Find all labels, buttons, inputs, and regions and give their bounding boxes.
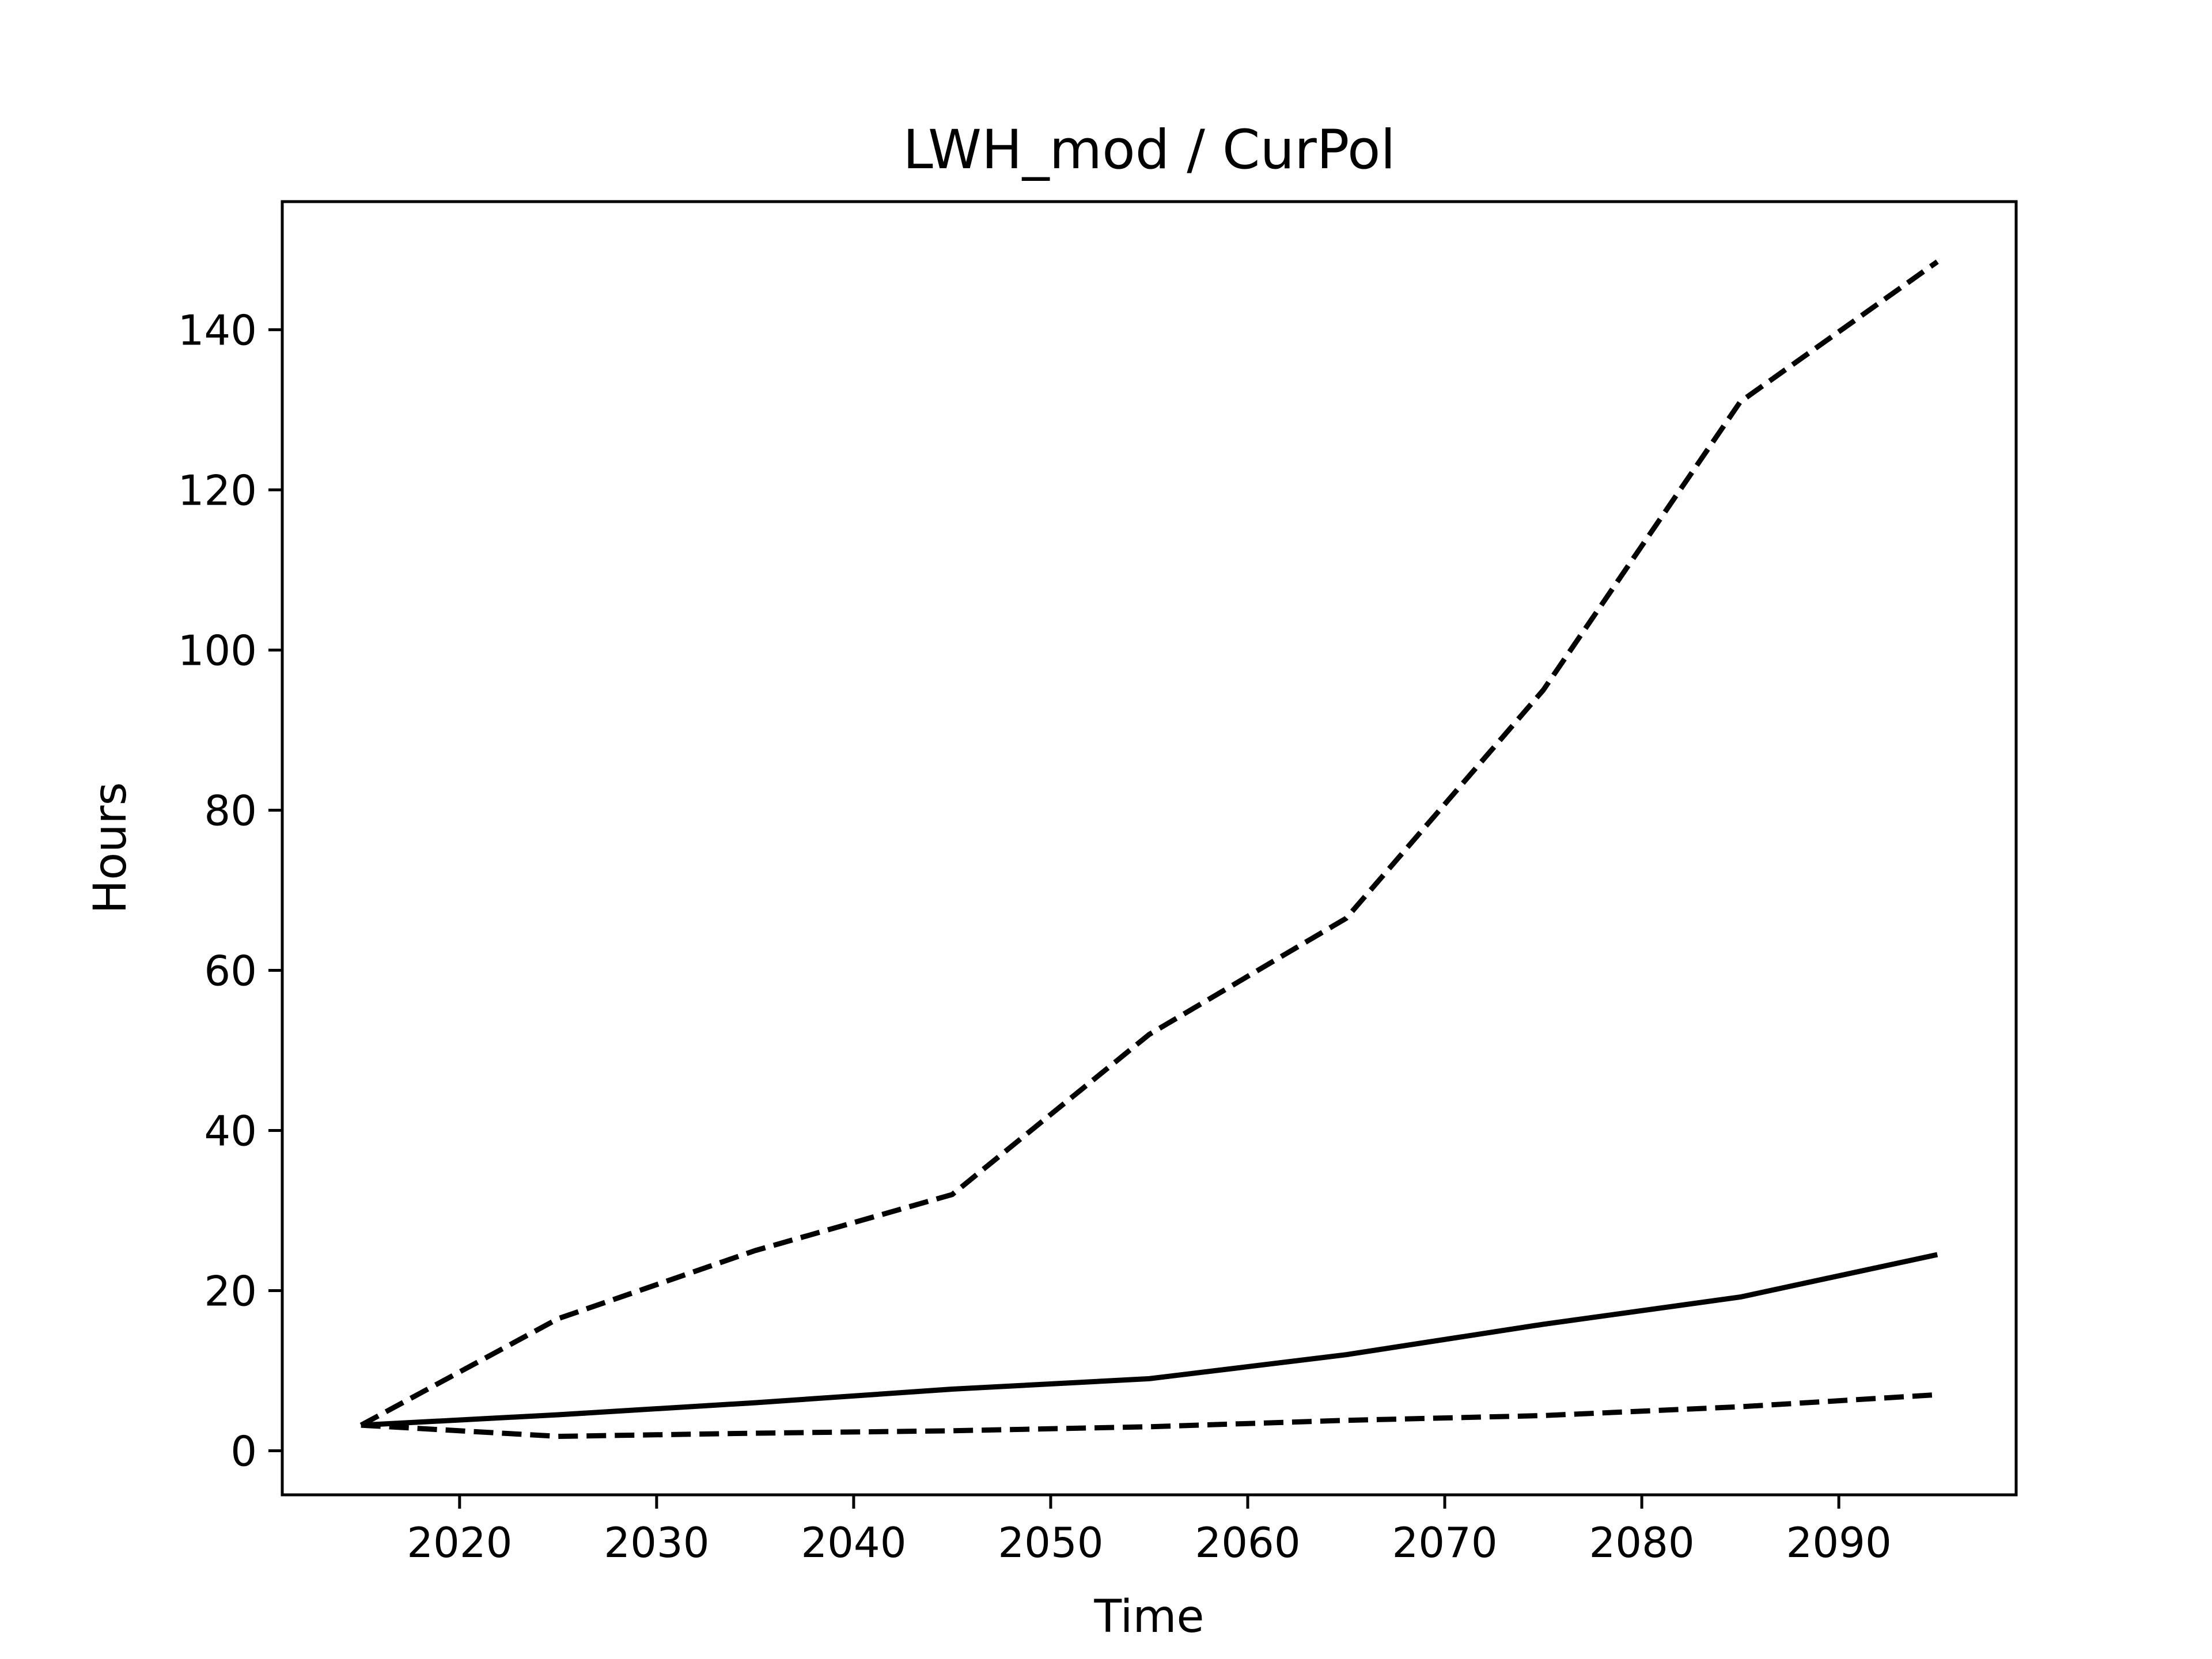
series-layer [359, 259, 1939, 1439]
x-tick-label: 2090 [1786, 1518, 1892, 1567]
plot-frame [281, 200, 2018, 1497]
y-tick-label: 20 [204, 1267, 257, 1316]
x-tick-label: 2080 [1589, 1518, 1694, 1567]
y-tick-label: 120 [178, 466, 257, 514]
y-tick-label: 100 [178, 626, 257, 675]
x-axis-label: Time [1094, 1591, 1205, 1643]
y-axis-label: Hours [85, 782, 137, 914]
x-tick-label: 2050 [998, 1518, 1103, 1567]
x-tick-label: 2030 [604, 1518, 709, 1567]
series-line-2 [361, 1252, 1938, 1428]
x-tick-label: 2020 [407, 1518, 512, 1567]
y-axis-ticks: 0 20 40 60 80 100 120 140 [178, 306, 282, 1476]
y-tick-label: 80 [204, 786, 257, 835]
y-tick-label: 60 [204, 946, 257, 995]
y-tick-label: 40 [204, 1107, 257, 1156]
x-tick-label: 2070 [1392, 1518, 1497, 1567]
y-tick-label: 140 [178, 306, 257, 354]
x-tick-label: 2040 [801, 1518, 906, 1567]
series-line-3 [361, 1392, 1938, 1439]
series-line-1 [359, 259, 1939, 1428]
chart-title: LWH_mod / CurPol [903, 119, 1395, 181]
x-tick-label: 2060 [1195, 1518, 1300, 1567]
y-tick-label: 0 [230, 1427, 257, 1476]
x-axis-ticks: 2020 2030 2040 2050 2060 2070 2080 2090 [407, 1495, 1892, 1567]
